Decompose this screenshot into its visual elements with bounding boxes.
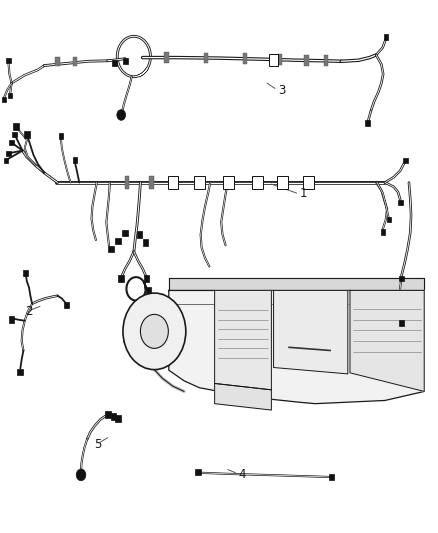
Text: 5: 5	[95, 438, 102, 451]
Bar	[329, 474, 334, 480]
Bar	[195, 469, 201, 475]
Bar	[23, 270, 28, 276]
Bar	[381, 229, 385, 235]
Bar	[13, 124, 18, 130]
Text: 1: 1	[300, 187, 307, 200]
Polygon shape	[350, 290, 424, 391]
Bar	[12, 132, 17, 138]
Bar	[122, 230, 128, 237]
Bar	[10, 140, 14, 146]
Bar	[168, 176, 178, 189]
Bar	[143, 239, 148, 246]
Bar	[125, 176, 130, 189]
Bar	[223, 176, 234, 189]
Bar	[278, 54, 283, 65]
Polygon shape	[169, 290, 424, 403]
Text: 2: 2	[25, 305, 32, 318]
Bar	[365, 120, 370, 126]
Bar	[7, 151, 11, 156]
Text: 3: 3	[278, 84, 285, 96]
Bar	[144, 274, 149, 281]
Bar	[146, 287, 151, 293]
Circle shape	[123, 293, 186, 369]
Bar	[108, 246, 113, 253]
Bar	[204, 53, 208, 63]
Bar	[277, 176, 288, 189]
Bar	[59, 133, 64, 139]
Bar	[403, 158, 408, 163]
Bar	[303, 176, 314, 189]
Bar	[164, 52, 169, 63]
Bar	[399, 199, 403, 205]
Bar	[137, 231, 142, 238]
Bar	[4, 158, 8, 163]
Bar	[194, 176, 205, 189]
Bar	[73, 157, 78, 163]
Polygon shape	[274, 290, 348, 374]
Polygon shape	[215, 383, 272, 410]
Circle shape	[76, 469, 86, 481]
Bar	[64, 302, 69, 308]
Bar	[8, 93, 12, 98]
Bar	[324, 55, 328, 66]
Polygon shape	[169, 278, 424, 290]
Bar	[243, 53, 247, 64]
Bar	[123, 58, 128, 64]
Bar	[105, 411, 110, 418]
Circle shape	[141, 314, 168, 349]
Bar	[55, 56, 60, 66]
Bar	[7, 58, 11, 63]
Bar	[399, 320, 404, 326]
Bar	[387, 217, 391, 222]
Bar	[9, 316, 14, 323]
Bar	[252, 176, 263, 189]
Polygon shape	[215, 290, 272, 390]
Bar	[304, 55, 308, 66]
Bar	[17, 368, 22, 375]
Bar	[118, 274, 124, 281]
Bar	[399, 276, 404, 281]
Bar	[115, 415, 120, 422]
Bar	[149, 176, 153, 189]
Bar	[269, 54, 279, 66]
Bar	[115, 238, 120, 245]
Bar	[110, 413, 116, 420]
Bar	[24, 132, 29, 138]
Bar	[112, 60, 117, 66]
Bar	[73, 56, 77, 66]
Bar	[2, 97, 7, 102]
Bar	[384, 34, 388, 39]
Circle shape	[117, 110, 126, 120]
Text: 4: 4	[239, 469, 246, 481]
